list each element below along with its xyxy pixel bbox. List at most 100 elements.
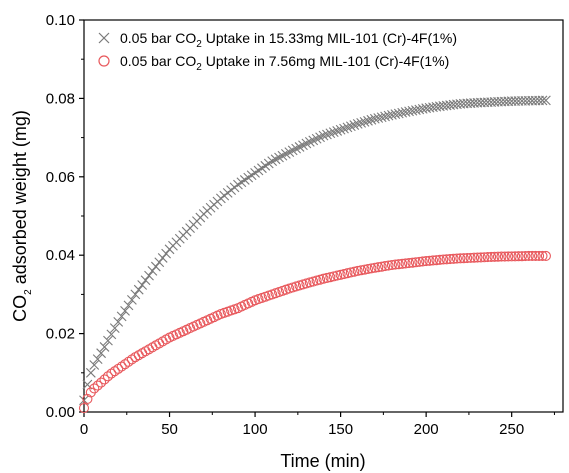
data-point: [301, 138, 312, 149]
data-point: [445, 253, 456, 265]
data-point: [154, 338, 165, 349]
legend-label-series-2: 0.05 bar CO2 Uptake in 7.56mg MIL-101 (C…: [120, 53, 449, 73]
data-point: [362, 263, 374, 275]
data-point: [332, 270, 343, 281]
data-point: [455, 253, 466, 264]
data-point: [421, 256, 432, 267]
data-point: [427, 255, 439, 266]
data-point: [431, 255, 442, 266]
data-point: [133, 284, 144, 295]
data-point: [356, 265, 367, 276]
data-point: [345, 267, 356, 278]
data-point: [451, 253, 462, 264]
data-point: [143, 344, 155, 355]
data-point: [78, 403, 90, 414]
data-point: [147, 265, 158, 276]
data-point: [349, 266, 360, 277]
data-point: [82, 393, 93, 404]
series-2-markers: [78, 250, 551, 414]
data-point: [157, 253, 168, 263]
data-point: [127, 294, 137, 305]
data-point: [540, 250, 551, 262]
data-point: [109, 366, 120, 377]
data-point: [523, 250, 534, 262]
data-point: [287, 145, 298, 156]
data-point: [489, 251, 500, 262]
data-point: [386, 259, 397, 271]
data-point: [472, 252, 483, 263]
data-point: [414, 256, 425, 267]
data-point: [109, 323, 120, 334]
data-point: [113, 363, 124, 374]
data-point: [120, 359, 131, 370]
data-point: [102, 371, 113, 382]
data-point: [537, 95, 548, 106]
data-point: [147, 342, 158, 353]
series-1-markers: [79, 95, 551, 406]
data-point: [506, 251, 517, 262]
data-point: [140, 275, 151, 286]
data-point: [318, 130, 329, 141]
data-point: [468, 252, 480, 263]
data-point: [92, 380, 103, 391]
data-point: [304, 137, 315, 147]
data-point: [516, 251, 527, 262]
legend-label-series-1: 0.05 bar CO2 Uptake in 15.33mg MIL-101 (…: [120, 30, 457, 50]
data-point: [479, 252, 490, 263]
y-tick-label: 0.06: [46, 169, 75, 186]
data-point: [345, 121, 356, 132]
data-point: [373, 262, 384, 273]
data-point: [383, 260, 394, 271]
data-point: [113, 316, 124, 327]
data-point: [116, 311, 127, 322]
data-point: [332, 126, 343, 136]
data-point: [123, 300, 134, 311]
data-point: [85, 367, 96, 378]
data-point: [96, 348, 106, 359]
data-point: [376, 261, 387, 272]
data-point: [321, 272, 332, 283]
data-point: [106, 368, 117, 379]
data-point: [356, 117, 367, 128]
data-point: [133, 350, 144, 361]
y-tick-label: 0.10: [46, 12, 75, 29]
x-axis-title: Time (min): [280, 451, 365, 471]
legend-marker-series-2: [98, 55, 110, 67]
axis-ticks: 0 50 100 150 200 250 0.00 0.02 0.04 0.06 0.08 0.10: [46, 12, 555, 438]
data-point: [328, 271, 339, 282]
data-point: [359, 264, 370, 275]
data-point: [400, 258, 411, 269]
data-point: [140, 346, 151, 357]
data-point: [137, 280, 148, 290]
data-point: [424, 255, 435, 266]
data-point: [359, 116, 370, 127]
data-point: [363, 115, 373, 126]
x-tick-label: 50: [161, 421, 178, 438]
x-tick-label: 200: [414, 421, 439, 438]
data-point: [161, 334, 172, 345]
data-point: [318, 273, 329, 284]
data-point: [335, 269, 346, 280]
data-point: [150, 340, 161, 351]
data-point: [339, 123, 349, 134]
data-point: [492, 251, 504, 262]
data-point: [448, 253, 459, 264]
data-point: [103, 335, 113, 346]
data-point: [417, 256, 428, 267]
data-point: [144, 270, 154, 281]
data-point: [157, 336, 168, 347]
data-point: [349, 120, 360, 130]
data-point: [311, 133, 322, 144]
data-point: [92, 354, 103, 364]
data-point: [390, 259, 401, 270]
data-point: [99, 342, 110, 352]
data-point: [123, 356, 134, 367]
y-tick-label: 0.04: [46, 247, 75, 264]
data-point: [342, 122, 353, 133]
data-point: [380, 261, 391, 272]
data-point: [434, 254, 445, 265]
y-tick-label: 0.00: [46, 404, 75, 421]
data-point: [366, 263, 377, 274]
data-point: [322, 129, 332, 140]
